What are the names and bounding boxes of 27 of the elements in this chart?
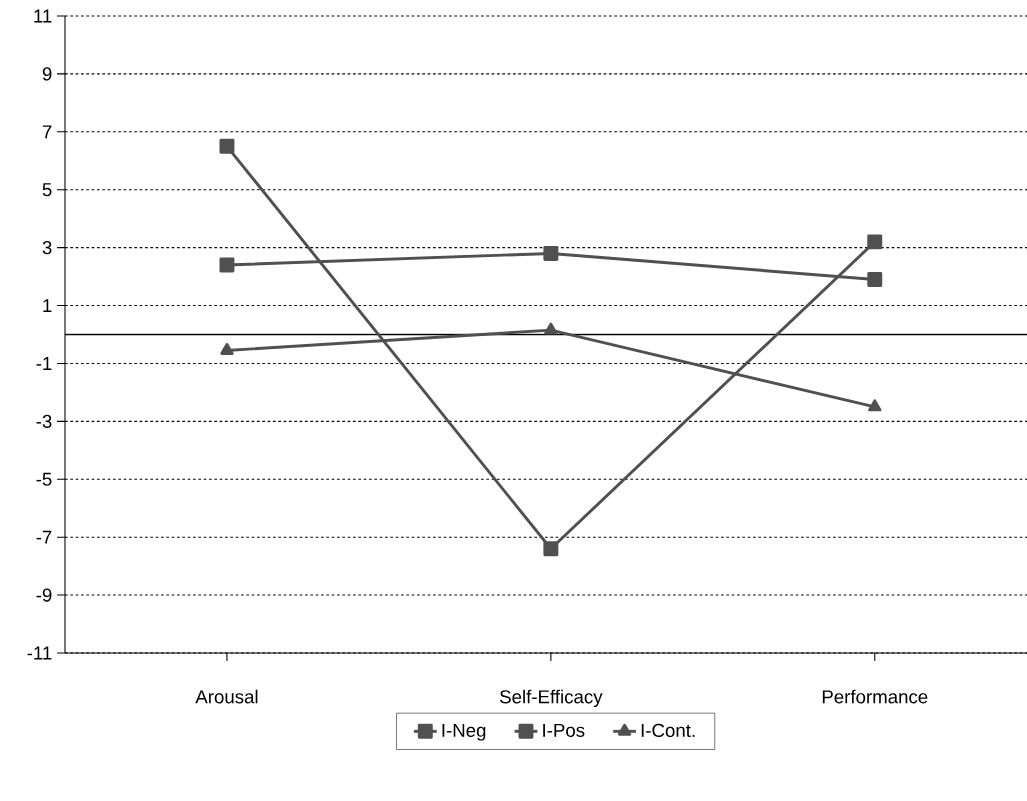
- y-tick-label: 1: [43, 299, 52, 312]
- y-tick-label: -5: [36, 472, 52, 486]
- point: [868, 399, 882, 412]
- x-tick-label: Performance: [822, 689, 928, 704]
- y-tick-label: -9: [36, 588, 52, 602]
- point: [543, 541, 559, 557]
- point: [867, 272, 883, 287]
- y-tick-label: -1: [36, 357, 52, 370]
- y-tick-label: 9: [42, 67, 52, 81]
- y-tick-label: 3: [42, 241, 52, 255]
- x-tick-label: Self-Efficacy: [500, 689, 603, 708]
- legend-label: I-Pos: [543, 723, 585, 737]
- y-tick-label: 5: [42, 183, 52, 197]
- y-tick-label: -11: [27, 646, 52, 660]
- x-tick-label: Arousal: [195, 689, 258, 704]
- legend-label: I-Neg: [442, 723, 486, 741]
- y-tick-label: 7: [42, 125, 52, 139]
- point: [219, 257, 235, 273]
- y-tick-label: -7: [36, 530, 52, 544]
- point: [544, 322, 558, 335]
- y-tick-label: 11: [34, 9, 52, 23]
- point: [867, 234, 883, 250]
- point: [220, 342, 234, 355]
- point: [543, 245, 559, 261]
- point: [219, 138, 235, 154]
- legend-label: I-Cont.: [641, 723, 695, 738]
- y-tick-label: -3: [36, 414, 52, 428]
